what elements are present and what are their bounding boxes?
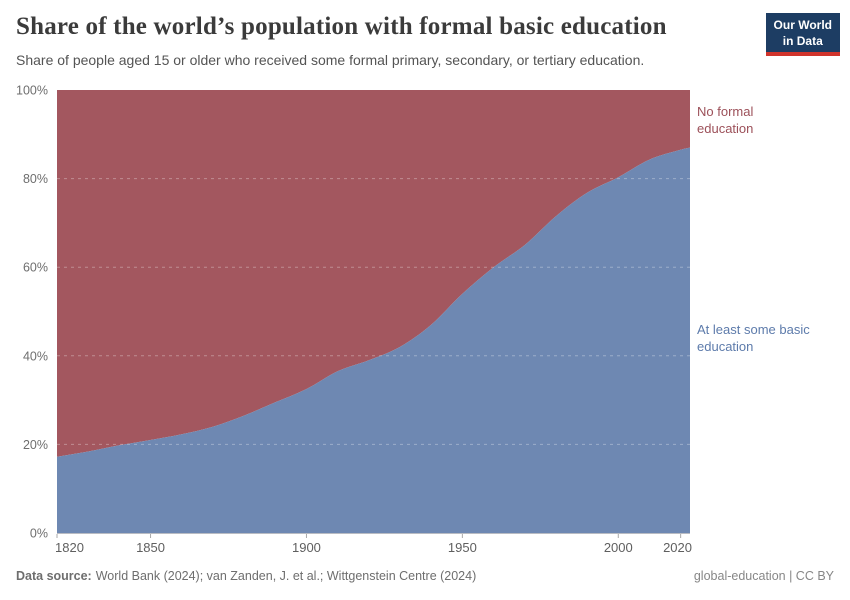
x-tick-label: 1820 xyxy=(55,540,84,555)
y-tick-label: 60% xyxy=(23,261,48,275)
license-text: global-education | CC BY xyxy=(693,569,834,583)
chart-subtitle: Share of people aged 15 or older who rec… xyxy=(16,52,645,68)
y-tick-label: 40% xyxy=(23,349,48,363)
owid-logo-line1: Our World xyxy=(773,18,832,32)
data-source: Data source: World Bank (2024); van Zande… xyxy=(16,569,476,583)
x-tick-label: 2020 xyxy=(663,540,692,555)
y-tick-label: 20% xyxy=(23,438,48,452)
data-source-text: World Bank (2024); van Zanden, J. et al.… xyxy=(95,569,477,583)
x-tick-label: 2000 xyxy=(604,540,633,555)
x-tick-label: 1850 xyxy=(136,540,165,555)
owid-logo[interactable]: Our World in Data xyxy=(765,13,840,57)
series-label-no-formal-education: No formal education xyxy=(697,104,754,136)
y-tick-label: 0% xyxy=(30,527,48,541)
series-label-basic-education: At least some basic education xyxy=(697,322,810,354)
owid-logo-line2: in Data xyxy=(782,33,823,48)
y-tick-label: 80% xyxy=(23,172,48,186)
data-source-label: Data source: xyxy=(16,569,92,583)
x-tick-label: 1950 xyxy=(448,540,477,555)
area-no-formal-education[interactable] xyxy=(57,90,690,457)
area-basic-education[interactable] xyxy=(57,147,690,533)
x-tick-label: 1900 xyxy=(292,540,321,555)
chart-footer: Data source: World Bank (2024); van Zande… xyxy=(16,569,834,583)
page-title: Share of the world’s population with for… xyxy=(16,13,667,40)
y-tick-label: 100% xyxy=(16,84,48,98)
